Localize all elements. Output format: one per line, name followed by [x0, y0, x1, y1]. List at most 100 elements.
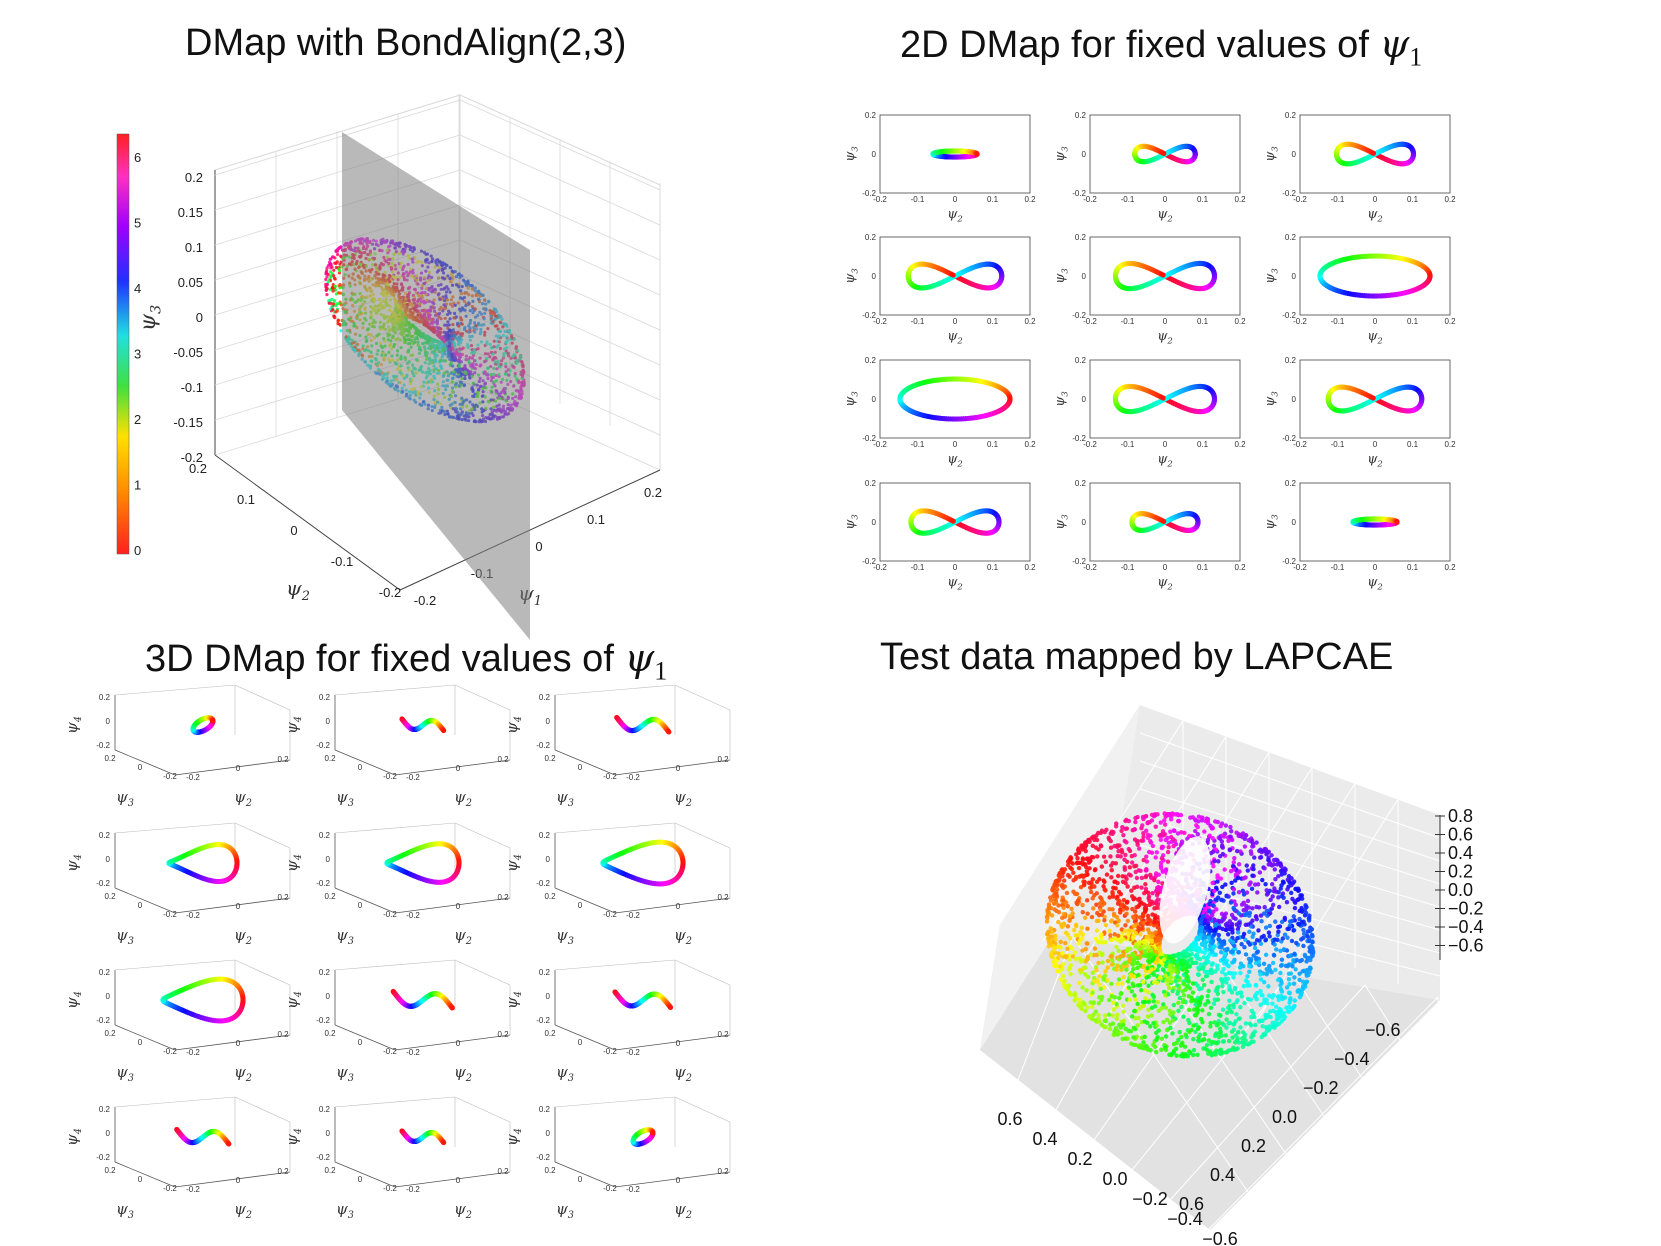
subplot-x-tick: 0.1 — [1407, 317, 1419, 326]
subplot-x-label: ψ2 — [947, 575, 963, 591]
subplot-z-tick: -0.2 — [96, 741, 110, 750]
subplot-x-tick: -0.2 — [1293, 195, 1307, 204]
subplot-x-tick: 0.2 — [1234, 195, 1246, 204]
subplot-x-label: ψ2 — [1157, 207, 1173, 223]
data-point — [325, 282, 329, 287]
slice-plane — [342, 132, 530, 640]
subplot-x-label: ψ2 — [1157, 329, 1173, 345]
subplot-x-tick: 0.2 — [324, 754, 336, 763]
subplot-x-tick: 0.2 — [1444, 563, 1456, 572]
x-tick-label: 0 — [535, 539, 542, 554]
data-point — [333, 277, 337, 281]
subplot-y-tick: 0.2 — [865, 356, 877, 365]
subplot-x-tick: 0.2 — [1234, 563, 1246, 572]
subplot-x-tick: -0.1 — [911, 563, 925, 572]
subplot-x-label: ψ2 — [1367, 207, 1383, 223]
subplot-y-label: ψ3 — [1053, 268, 1069, 284]
subplot-x-tick: 0.2 — [1444, 317, 1456, 326]
subplot-x-tick: 0.2 — [1444, 195, 1456, 204]
subplot-x-tick: 0.1 — [1407, 563, 1419, 572]
subplot-x-tick: -0.2 — [873, 440, 887, 449]
colorbar-tick-label: 3 — [134, 347, 141, 362]
data-point — [338, 269, 342, 273]
subplot-y-tick: 0 — [236, 764, 241, 773]
panel2-title-psi: ψ — [1379, 22, 1410, 66]
subplot-x-tick: 0.2 — [1024, 317, 1036, 326]
subplot-x-tick: 0.2 — [1234, 317, 1246, 326]
data-point — [335, 252, 340, 257]
colorbar-tick-label: 0 — [134, 543, 141, 558]
subplot-x-tick: 0.1 — [1197, 563, 1209, 572]
subplot-x-tick: 0.2 — [1024, 195, 1036, 204]
subplot-x-tick: -0.1 — [1121, 563, 1135, 572]
panel1-3d-scatter: 0.20.150.10.050-0.05-0.1-0.15-0.2ψ30.20.… — [116, 94, 662, 640]
z-tick-label: 0.2 — [185, 170, 203, 185]
grid-line — [114, 684, 236, 696]
subplot-x-tick: 0.2 — [1444, 440, 1456, 449]
subplot-y-tick: 0.2 — [1075, 479, 1087, 488]
panel3-title-sub: 1 — [654, 656, 668, 686]
panel2-title: 2D DMap for fixed values of ψ1 — [900, 22, 1422, 73]
subplot-y-label: ψ3 — [1263, 514, 1279, 530]
subplot-x-tick: -0.2 — [873, 317, 887, 326]
subplot-x-tick: -0.2 — [1293, 317, 1307, 326]
data-point — [330, 255, 335, 259]
y-axis-label: ψ2 — [286, 576, 310, 604]
subplot-x-tick: 0 — [1163, 563, 1168, 572]
y-axis-line — [214, 454, 401, 591]
data-point — [332, 268, 336, 272]
data-point — [1370, 395, 1376, 401]
subplot-x-label: ψ2 — [1367, 452, 1383, 468]
data-point — [327, 260, 332, 264]
data-point — [1427, 272, 1433, 278]
subplot-x-tick: -0.1 — [1331, 195, 1345, 204]
subplot-z-tick: -0.2 — [316, 741, 330, 750]
subplot-x-label: ψ3 — [116, 788, 134, 809]
subplot-y-tick: 0 — [1292, 518, 1297, 527]
subplot-x-tick: -0.1 — [1121, 317, 1135, 326]
subplot-x-tick: 0.2 — [1024, 563, 1036, 572]
subplot-x-tick: 0 — [1373, 195, 1378, 204]
subplot-frame — [1299, 482, 1451, 562]
data-point — [331, 308, 335, 312]
data-point — [1160, 395, 1166, 401]
subplot-x-tick: 0 — [358, 763, 363, 772]
x-tick-label: -0.2 — [414, 593, 436, 608]
subplot-x-tick: 0 — [1373, 563, 1378, 572]
subplot-x-tick: 0 — [1163, 195, 1168, 204]
subplot-x-label: ψ3 — [336, 788, 354, 809]
data-point — [338, 282, 342, 287]
subplot-x-tick: 0.1 — [987, 563, 999, 572]
z-tick-label: -0.1 — [181, 380, 203, 395]
z-tick-label: 0.15 — [178, 205, 203, 220]
subplot-x-tick: 0.1 — [987, 317, 999, 326]
subplot-x-tick: 0.2 — [1024, 440, 1036, 449]
z-axis-label: ψ3 — [136, 305, 165, 331]
subplot-y-tick: 0 — [872, 518, 877, 527]
subplot-y-tick: 0.2 — [1285, 111, 1297, 120]
data-point — [339, 329, 343, 333]
subplot-x-label: ψ2 — [947, 207, 963, 223]
panel3-small-multiples: 0.20-0.20.20-0.2 -0.200.2ψ3 ψ2ψ40.20-0.20.… — [63, 684, 731, 1221]
y-tick-label: 0.1 — [237, 492, 255, 507]
subplot-x-tick: 0 — [953, 317, 958, 326]
subplot-y-tick: 0.2 — [865, 111, 877, 120]
subplot-x-tick: -0.2 — [1083, 195, 1097, 204]
subplot-x-tick: -0.1 — [1121, 195, 1135, 204]
subplot-x-tick: 0 — [953, 440, 958, 449]
subplot-y-tick: 0 — [1292, 395, 1297, 404]
panel4-title-text: Test data mapped by LAPCAE — [880, 636, 1394, 678]
subplot-y-tick: 0 — [1292, 272, 1297, 281]
subplot-y-label: ψ3 — [1053, 391, 1069, 407]
subplot-x-tick: 0.1 — [1197, 440, 1209, 449]
subplot-y-tick: 0 — [456, 764, 461, 773]
colorbar-tick-label: 6 — [134, 150, 141, 165]
subplot-y-label: ψ3 — [1263, 268, 1279, 284]
panel1-title: DMap with BondAlign(2,3) — [185, 22, 626, 65]
subplot-y-label: ψ3 — [843, 268, 859, 284]
data-point — [950, 272, 956, 278]
subplot-x-tick: 0.2 — [1234, 440, 1246, 449]
data-point — [326, 279, 331, 283]
subplot-x-tick: 0.2 — [104, 754, 116, 763]
